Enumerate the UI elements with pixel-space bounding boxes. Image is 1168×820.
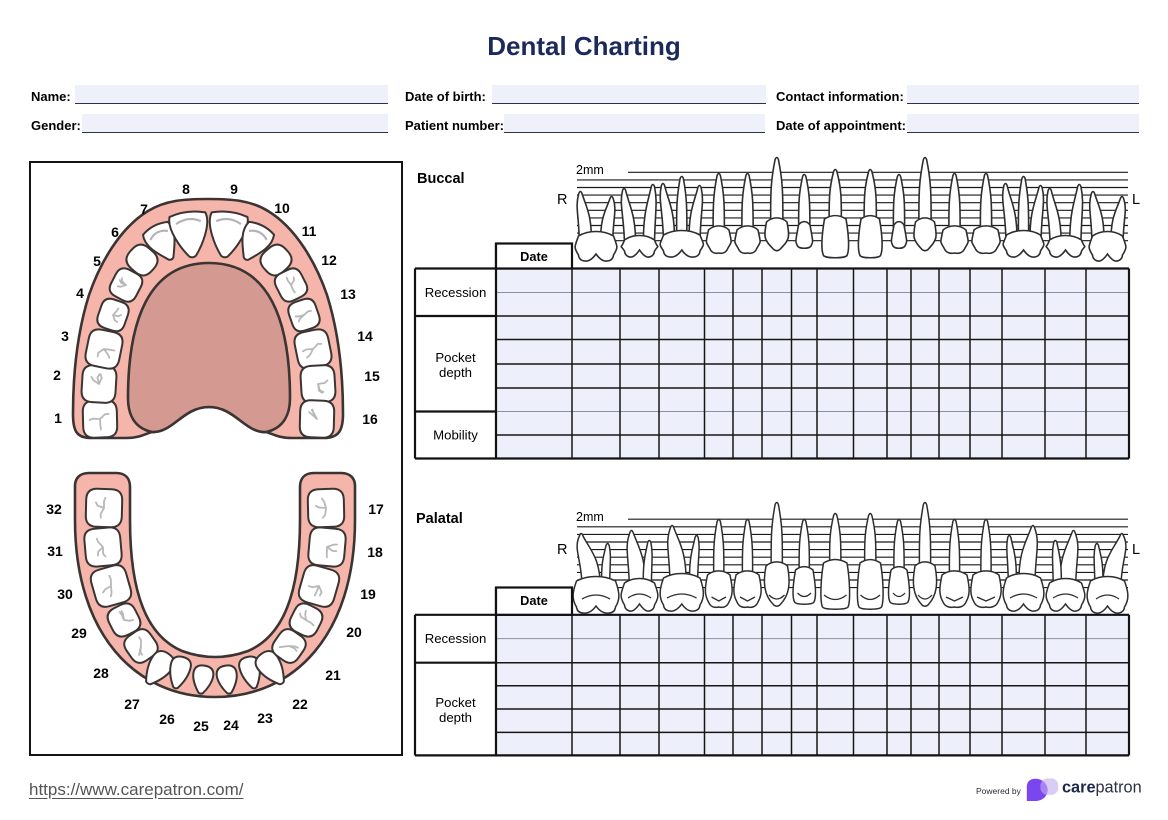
svg-text:patron: patron	[1096, 779, 1142, 797]
svg-text:12: 12	[321, 252, 337, 268]
svg-text:2: 2	[53, 367, 61, 383]
svg-text:Date: Date	[520, 593, 548, 608]
svg-text:Pocket: Pocket	[435, 350, 476, 365]
svg-text:4: 4	[76, 285, 84, 301]
svg-text:Mobility: Mobility	[433, 428, 478, 443]
svg-text:depth: depth	[439, 710, 472, 725]
svg-text:20: 20	[346, 624, 362, 640]
svg-text:17: 17	[368, 501, 384, 517]
svg-text:24: 24	[223, 717, 239, 733]
svg-text:13: 13	[340, 286, 356, 302]
svg-text:16: 16	[362, 411, 378, 427]
svg-text:9: 9	[230, 181, 238, 197]
svg-text:3: 3	[61, 328, 69, 344]
svg-text:7: 7	[140, 201, 148, 217]
svg-text:5: 5	[93, 253, 101, 269]
svg-text:depth: depth	[439, 365, 472, 380]
svg-text:10: 10	[274, 200, 290, 216]
svg-text:28: 28	[93, 665, 109, 681]
svg-text:1: 1	[54, 410, 62, 426]
svg-text:27: 27	[124, 696, 140, 712]
svg-text:care: care	[1062, 779, 1096, 797]
svg-text:Pocket: Pocket	[435, 695, 476, 710]
svg-text:19: 19	[360, 586, 376, 602]
svg-text:Recession: Recession	[425, 285, 487, 300]
svg-text:21: 21	[325, 667, 341, 683]
svg-text:Date: Date	[520, 249, 548, 264]
svg-text:14: 14	[357, 328, 373, 344]
svg-text:25: 25	[193, 718, 209, 734]
svg-text:30: 30	[57, 586, 73, 602]
svg-text:8: 8	[182, 181, 190, 197]
svg-text:23: 23	[257, 710, 273, 726]
svg-text:29: 29	[71, 625, 87, 641]
svg-text:26: 26	[159, 711, 175, 727]
svg-text:31: 31	[47, 543, 63, 559]
svg-text:6: 6	[111, 224, 119, 240]
svg-text:32: 32	[46, 501, 62, 517]
svg-text:18: 18	[367, 544, 383, 560]
svg-text:22: 22	[292, 696, 308, 712]
svg-text:15: 15	[364, 368, 380, 384]
svg-text:11: 11	[302, 223, 317, 239]
svg-text:Recession: Recession	[425, 631, 487, 646]
